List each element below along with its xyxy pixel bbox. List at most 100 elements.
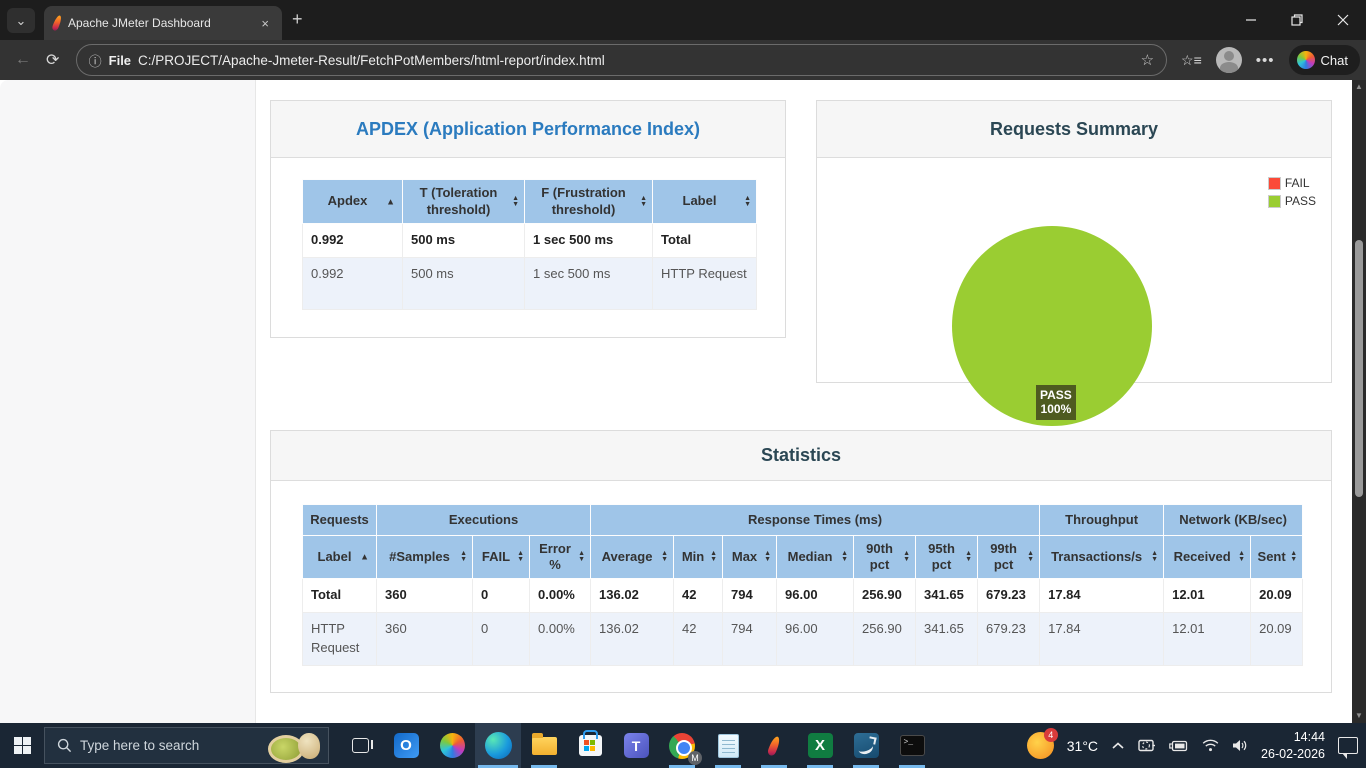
action-center-icon[interactable] (1338, 737, 1358, 754)
task-view-button[interactable] (337, 723, 383, 768)
table-cell: 341.65 (916, 579, 978, 613)
temperature-label[interactable]: 31°C (1067, 738, 1098, 754)
col-fail[interactable]: FAIL▲▼ (473, 536, 530, 579)
table-cell: 679.23 (978, 579, 1040, 613)
volume-icon[interactable] (1232, 739, 1248, 752)
col-error-pct[interactable]: Error %▲▼ (530, 536, 591, 579)
task-view-icon (352, 738, 369, 753)
apdex-table: Apdex▲ T (Toleration threshold)▲▼ F (Fru… (302, 179, 757, 310)
taskbar-file-explorer[interactable] (521, 723, 567, 768)
taskbar-clock[interactable]: 14:44 26-02-2026 (1261, 729, 1325, 763)
taskbar-mysql-workbench[interactable] (843, 723, 889, 768)
report-sidebar (0, 80, 256, 723)
apdex-col-label[interactable]: Label▲▼ (653, 180, 757, 224)
col-max[interactable]: Max▲▼ (723, 536, 777, 579)
taskbar-edge[interactable] (475, 723, 521, 768)
col-received[interactable]: Received▲▼ (1164, 536, 1251, 579)
tab-close-icon[interactable]: × (258, 16, 272, 31)
profile-avatar[interactable] (1216, 47, 1242, 73)
page-info-icon[interactable]: ⓘ (89, 51, 102, 70)
table-cell: 0.992 (303, 224, 403, 258)
pie-data-label: PASS 100% (1036, 385, 1076, 420)
col-samples[interactable]: #Samples▲▼ (377, 536, 473, 579)
taskbar-copilot[interactable] (429, 723, 475, 768)
col-label[interactable]: Label▲ (303, 536, 377, 579)
browser-tab-strip: ⌄ Apache JMeter Dashboard × + (0, 0, 1366, 40)
address-bar[interactable]: ⓘ File C:/PROJECT/Apache-Jmeter-Result/F… (76, 44, 1167, 76)
minimize-button[interactable] (1228, 0, 1274, 40)
col-99th[interactable]: 99th pct▲▼ (978, 536, 1040, 579)
sort-icon: ▲▼ (1238, 551, 1245, 563)
favorites-icon[interactable]: ☆≡ (1181, 52, 1202, 69)
apdex-col-apdex[interactable]: Apdex▲ (303, 180, 403, 224)
more-menu-icon[interactable]: ••• (1256, 52, 1275, 69)
taskbar-outlook[interactable]: O (383, 723, 429, 768)
taskbar-excel[interactable]: X (797, 723, 843, 768)
taskbar-jmeter[interactable] (751, 723, 797, 768)
statistics-panel: Statistics Requests Executions Response … (270, 430, 1332, 693)
back-button[interactable]: ← (8, 51, 38, 69)
sort-icon: ▲▼ (517, 551, 524, 563)
sort-icon: ▲▼ (512, 196, 519, 208)
col-transactions[interactable]: Transactions/s▲▼ (1040, 536, 1164, 579)
table-cell: HTTP Request (303, 613, 377, 666)
scrollbar-thumb[interactable] (1355, 240, 1363, 497)
hidden-icons-chevron[interactable] (1111, 741, 1125, 751)
cast-display-icon[interactable] (1138, 739, 1156, 753)
table-cell: 0.992 (303, 257, 403, 309)
table-cell: HTTP Request (653, 257, 757, 309)
table-cell: 256.90 (854, 579, 916, 613)
search-highlight-image[interactable] (266, 731, 322, 761)
statistics-total-row: Total 360 0 0.00% 136.02 42 794 96.00 25… (303, 579, 1303, 613)
url-text[interactable]: C:/PROJECT/Apache-Jmeter-Result/FetchPot… (138, 53, 1134, 68)
table-cell: 500 ms (403, 224, 525, 258)
sort-asc-icon: ▲ (386, 197, 395, 206)
col-90th[interactable]: 90th pct▲▼ (854, 536, 916, 579)
sort-icon: ▲▼ (903, 551, 910, 563)
taskbar-terminal[interactable]: >_ (889, 723, 935, 768)
legend-item-fail[interactable]: FAIL (1268, 176, 1316, 190)
close-button[interactable] (1320, 0, 1366, 40)
apdex-col-frustration[interactable]: F (Frustration threshold)▲▼ (525, 180, 653, 224)
taskbar-teams[interactable]: T (613, 723, 659, 768)
col-95th[interactable]: 95th pct▲▼ (916, 536, 978, 579)
tab-search-button[interactable]: ⌄ (7, 8, 35, 33)
restore-button[interactable] (1274, 0, 1320, 40)
col-sent[interactable]: Sent▲▼ (1251, 536, 1303, 579)
taskbar-chrome[interactable]: M (659, 723, 705, 768)
apdex-title: APDEX (Application Performance Index) (356, 119, 700, 140)
sort-icon: ▲▼ (1027, 551, 1034, 563)
windows-taskbar: Type here to search O T M X >_ 4 31°C 14… (0, 723, 1366, 768)
bookmark-star-icon[interactable]: ☆ (1141, 51, 1154, 69)
table-cell: 0 (473, 579, 530, 613)
wifi-icon[interactable] (1202, 739, 1219, 752)
table-cell: 42 (674, 579, 723, 613)
weather-icon[interactable]: 4 (1027, 732, 1054, 759)
reload-button[interactable]: ⟳ (38, 50, 68, 70)
table-cell: 0.00% (530, 579, 591, 613)
apdex-panel: APDEX (Application Performance Index) Ap… (270, 100, 786, 338)
group-network: Network (KB/sec) (1164, 505, 1303, 536)
pass-swatch (1268, 195, 1281, 208)
col-min[interactable]: Min▲▼ (674, 536, 723, 579)
scroll-down-icon[interactable]: ▼ (1352, 709, 1366, 723)
table-cell: 136.02 (591, 613, 674, 666)
table-cell: 360 (377, 613, 473, 666)
browser-tab-active[interactable]: Apache JMeter Dashboard × (44, 6, 282, 40)
page-scrollbar[interactable]: ▲ ▼ (1352, 80, 1366, 723)
scroll-up-icon[interactable]: ▲ (1352, 80, 1366, 94)
summary-panel-header: Requests Summary (817, 101, 1331, 158)
taskbar-notepad[interactable] (705, 723, 751, 768)
apdex-col-toleration[interactable]: T (Toleration threshold)▲▼ (403, 180, 525, 224)
legend-item-pass[interactable]: PASS (1268, 194, 1316, 208)
table-cell: 17.84 (1040, 579, 1164, 613)
start-button[interactable] (0, 723, 44, 768)
col-median[interactable]: Median▲▼ (777, 536, 854, 579)
copilot-chat-button[interactable]: Chat (1289, 45, 1360, 75)
taskbar-search-input[interactable]: Type here to search (44, 727, 329, 764)
taskbar-store[interactable] (567, 723, 613, 768)
battery-charging-icon[interactable] (1169, 740, 1189, 752)
new-tab-button[interactable]: + (292, 10, 303, 28)
col-average[interactable]: Average▲▼ (591, 536, 674, 579)
table-cell: 20.09 (1251, 613, 1303, 666)
